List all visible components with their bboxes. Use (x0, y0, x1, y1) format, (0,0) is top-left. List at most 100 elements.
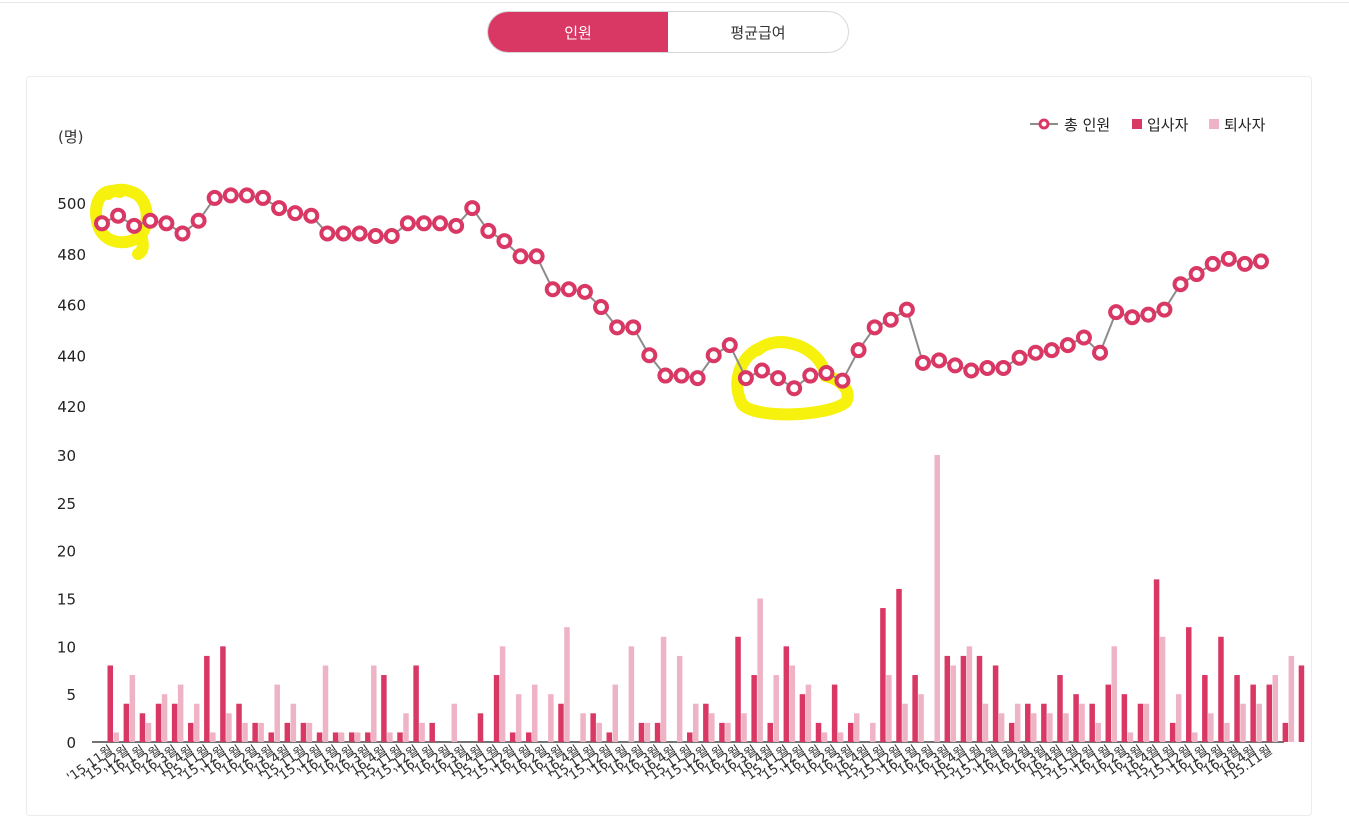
bar-hire (590, 713, 596, 742)
line-y-tick-label: 480 (57, 246, 86, 264)
bar-hire (204, 655, 210, 742)
bar-leave (1159, 636, 1166, 742)
total-headcount-point (834, 372, 851, 389)
bar-hire (493, 675, 500, 742)
total-headcount-point (1220, 250, 1237, 267)
total-headcount-point (1156, 301, 1173, 318)
total-headcount-point (1092, 344, 1109, 361)
bar-hire (654, 722, 661, 742)
total-headcount-point (1236, 255, 1253, 272)
bar-leave (1272, 675, 1278, 742)
bar-hire (703, 703, 709, 742)
bar-leave (306, 722, 313, 742)
bar-hire (1298, 665, 1305, 742)
total-headcount-point (110, 207, 127, 224)
total-headcount-point (1140, 306, 1157, 323)
bar-hire (1186, 627, 1192, 742)
total-headcount-point (818, 365, 835, 382)
bar-hire (1250, 684, 1256, 742)
total-headcount-point (512, 248, 529, 265)
bar-leave (129, 675, 136, 742)
bar-hire (1089, 703, 1095, 742)
total-headcount-point (126, 217, 143, 234)
bar-hire (509, 732, 516, 742)
bar-hire (880, 608, 886, 742)
total-headcount-point (1075, 329, 1092, 346)
bar-hire (1153, 579, 1160, 742)
total-headcount-point (657, 367, 674, 384)
total-headcount-point (544, 281, 561, 298)
top-divider (0, 2, 1349, 3)
bar-hire (348, 732, 355, 742)
bar-leave (338, 732, 345, 742)
bar-leave (145, 722, 152, 742)
bar-hire (831, 684, 838, 742)
bar-hire (1234, 675, 1240, 742)
line-y-tick-label: 500 (57, 195, 86, 213)
bar-hire (155, 703, 162, 742)
total-headcount-point (560, 281, 577, 298)
bar-leave (354, 732, 361, 742)
bar-leave (1014, 703, 1021, 742)
bar-hire (236, 703, 242, 742)
bar-leave (210, 732, 216, 742)
total-headcount-line (101, 194, 1262, 390)
total-headcount-point (415, 215, 432, 232)
total-headcount-point (866, 319, 883, 336)
total-headcount-point (947, 357, 964, 374)
bar-hire (992, 665, 999, 742)
line-y-tick-label: 440 (57, 347, 86, 365)
bar-y-tick-label: 10 (57, 638, 76, 656)
total-headcount-point (190, 212, 207, 229)
bar-leave (644, 722, 651, 742)
bar-leave (515, 694, 522, 742)
bar-hire (912, 675, 918, 742)
bar-hire (687, 732, 693, 742)
bar-leave (773, 675, 779, 742)
bar-leave (193, 703, 200, 742)
tab-headcount[interactable]: 인원 (488, 12, 668, 52)
bar-leave (451, 703, 458, 742)
total-headcount-point (464, 200, 481, 217)
bar-leave (1127, 732, 1134, 742)
bar-hire (1202, 675, 1208, 742)
bar-hire (1105, 684, 1112, 742)
total-headcount-point (753, 362, 770, 379)
total-headcount-point (1188, 266, 1205, 283)
bar-leave (660, 636, 667, 742)
bar-leave (499, 646, 506, 742)
bar-hire (735, 636, 741, 742)
bar-leave (789, 665, 796, 742)
bar-hire (526, 732, 532, 742)
bar-leave (902, 703, 908, 742)
total-headcount-point (770, 370, 787, 387)
bar-leave (1192, 732, 1198, 742)
total-headcount-point (1124, 309, 1141, 326)
legend-hire-swatch (1132, 119, 1142, 129)
total-headcount-point (319, 225, 336, 242)
bar-leave (403, 713, 409, 742)
bar-leave (612, 684, 619, 742)
bar-leave (1031, 713, 1037, 742)
bar-leave (532, 684, 538, 742)
bar-hire (123, 703, 130, 742)
bar-hire (1057, 675, 1063, 742)
total-headcount-point (1043, 342, 1060, 359)
bar-leave (1175, 694, 1182, 742)
tab-average-salary[interactable]: 평균급여 (730, 23, 786, 42)
bar-hire (220, 646, 226, 742)
total-headcount-point (1027, 344, 1044, 361)
total-headcount-point (432, 215, 449, 232)
bar-hire (896, 588, 902, 742)
bar-y-tick-label: 0 (66, 734, 76, 752)
total-headcount-point (721, 337, 738, 354)
total-headcount-point (1204, 255, 1221, 272)
bar-leave (741, 713, 747, 742)
total-headcount-point (254, 189, 271, 206)
total-headcount-point (963, 362, 980, 379)
bar-y-tick-label: 20 (57, 543, 76, 561)
bar-leave (161, 694, 168, 742)
bar-leave (853, 713, 860, 742)
highlight-annotation (731, 335, 854, 421)
total-headcount-point (158, 215, 175, 232)
